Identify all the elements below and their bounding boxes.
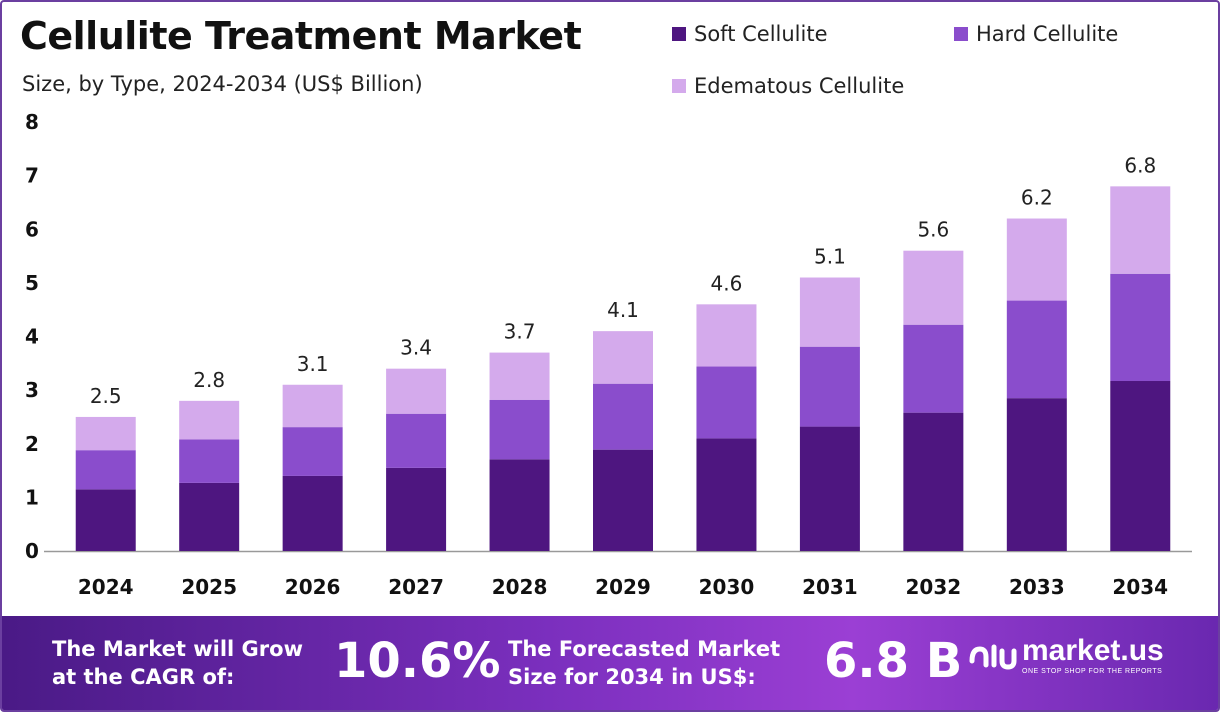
bar-total-label: 4.6 <box>711 271 743 295</box>
cagr-label-line1: The Market will Grow <box>52 637 303 661</box>
forecast-value: 6.8 B <box>824 633 963 689</box>
legend-swatch-edematous <box>672 79 686 93</box>
bar-segment-soft <box>282 475 343 551</box>
y-tick-label: 2 <box>25 432 39 456</box>
bar-segment-edematous <box>179 400 240 440</box>
y-tick-label: 0 <box>25 539 39 563</box>
bar-segment-edematous <box>386 368 447 414</box>
footer-banner: The Market will Grow at the CAGR of: 10.… <box>2 616 1218 710</box>
bar-segment-hard <box>489 399 550 460</box>
x-tick-label: 2031 <box>802 575 858 599</box>
bar-segment-soft <box>1006 398 1067 551</box>
x-tick-label: 2026 <box>285 575 341 599</box>
bar-segment-hard <box>696 366 757 439</box>
cagr-label: The Market will Grow at the CAGR of: <box>52 635 303 691</box>
y-tick-label: 3 <box>25 378 39 402</box>
x-tick-label: 2029 <box>595 575 651 599</box>
x-tick-label: 2033 <box>1009 575 1065 599</box>
bar-segment-edematous <box>799 277 860 347</box>
bar-segment-hard <box>1006 300 1067 399</box>
stacked-bar-chart: 0 1 2 3 4 5 6 7 8 2.5 2024 2.8 2025 3.1 2026 3.4 2027 3.7… <box>25 110 1192 599</box>
bar-segment-soft <box>386 467 447 551</box>
bar-total-label: 6.8 <box>1124 153 1156 177</box>
bar-total-label: 2.5 <box>90 384 122 408</box>
y-tick-label: 4 <box>25 325 39 349</box>
legend-swatch-soft <box>672 27 686 41</box>
bar-total-label: 3.1 <box>297 352 329 376</box>
legend-item-hard-cellulite: Hard Cellulite <box>954 22 1118 46</box>
bar-segment-soft <box>799 426 860 551</box>
legend-label-hard: Hard Cellulite <box>976 22 1119 46</box>
bar-segment-hard <box>903 324 964 413</box>
y-tick-label: 8 <box>25 110 39 134</box>
brand-logo: market.us ONE STOP SHOP FOR THE REPORTS <box>968 636 1164 675</box>
bar-total-label: 2.8 <box>193 368 225 392</box>
bar-total-label: 6.2 <box>1021 186 1053 210</box>
y-tick-label: 6 <box>25 217 39 241</box>
bar-segment-edematous <box>1110 186 1171 274</box>
bar-segment-hard <box>1110 273 1171 382</box>
bar-segment-edematous <box>75 416 136 451</box>
cagr-value: 10.6% <box>334 633 501 689</box>
bar-segment-hard <box>75 450 136 490</box>
bar-segment-soft <box>696 438 757 551</box>
bar-segment-soft <box>903 412 964 551</box>
bar-segment-hard <box>179 439 240 483</box>
bar-segment-soft <box>593 449 653 551</box>
x-tick-label: 2024 <box>78 575 134 599</box>
x-tick-label: 2030 <box>699 575 755 599</box>
bar-segment-hard <box>799 346 860 427</box>
x-tick-label: 2032 <box>906 575 962 599</box>
bar-segment-soft <box>179 482 240 551</box>
bar-segment-hard <box>593 383 653 450</box>
bar-segment-hard <box>386 413 447 468</box>
y-tick-label: 1 <box>25 485 39 509</box>
legend-swatch-hard <box>954 27 968 41</box>
brand-name: market.us <box>1022 634 1164 667</box>
forecast-label-line1: The Forecasted Market <box>508 637 781 661</box>
x-tick-label: 2028 <box>492 575 548 599</box>
bar-total-label: 3.7 <box>504 320 536 344</box>
forecast-label: The Forecasted Market Size for 2034 in U… <box>508 635 780 691</box>
legend-label-soft: Soft Cellulite <box>694 22 828 46</box>
chart-title: Cellulite Treatment Market <box>20 14 582 58</box>
bar-total-label: 3.4 <box>400 336 432 360</box>
x-tick-label: 2034 <box>1112 575 1168 599</box>
bar-segment-edematous <box>593 331 653 384</box>
bar-segment-soft <box>1110 381 1171 551</box>
bar-segment-soft <box>75 489 136 551</box>
legend-label-edematous: Edematous Cellulite <box>694 74 905 98</box>
market-us-logo-icon <box>969 644 1017 670</box>
bar-segment-edematous <box>696 304 757 367</box>
bar-segment-soft <box>489 459 550 551</box>
chart-subtitle: Size, by Type, 2024-2034 (US$ Billion) <box>22 72 423 96</box>
bar-total-label: 5.6 <box>917 218 949 242</box>
y-tick-label: 7 <box>25 164 39 188</box>
x-tick-label: 2025 <box>181 575 237 599</box>
cagr-label-line2: at the CAGR of: <box>52 665 235 689</box>
bar-segment-edematous <box>1006 218 1067 301</box>
forecast-label-line2: Size for 2034 in US$: <box>508 665 756 689</box>
legend-item-soft-cellulite: Soft Cellulite <box>672 22 828 46</box>
x-tick-label: 2027 <box>388 575 444 599</box>
bar-total-label: 5.1 <box>814 245 846 269</box>
bar-segment-hard <box>282 427 343 476</box>
bar-segment-edematous <box>282 384 343 428</box>
legend-item-edematous-cellulite: Edematous Cellulite <box>672 74 904 98</box>
bar-segment-edematous <box>489 352 550 400</box>
brand-tagline: ONE STOP SHOP FOR THE REPORTS <box>1022 668 1163 675</box>
bar-segment-edematous <box>903 250 964 325</box>
y-tick-label: 5 <box>25 271 39 295</box>
bar-total-label: 4.1 <box>607 298 639 322</box>
